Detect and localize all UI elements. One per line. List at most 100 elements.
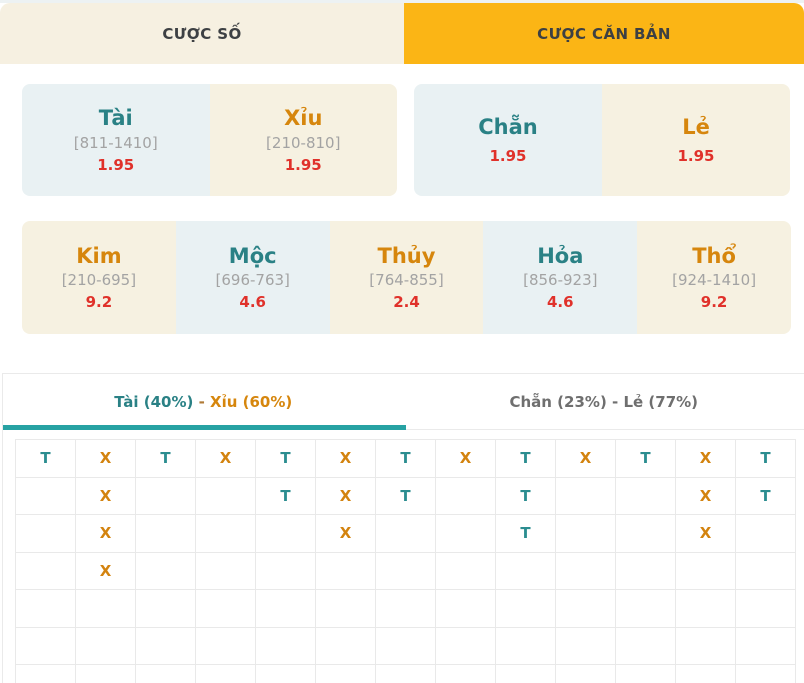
roadmap-cell <box>556 627 616 665</box>
bet-title: Kim <box>76 243 122 268</box>
roadmap-cell <box>616 552 676 590</box>
bet-odds: 4.6 <box>547 293 574 312</box>
bet-range: [696-763] <box>215 271 290 290</box>
tab-separator: - <box>193 392 211 411</box>
roadmap-cell <box>376 515 436 553</box>
roadmap-cell <box>496 627 556 665</box>
bet-range: [924-1410] <box>672 271 757 290</box>
roadmap-cell: T <box>16 440 76 478</box>
bet-card-kim[interactable]: Kim [210-695] 9.2 <box>22 221 176 334</box>
bet-odds: 1.95 <box>489 146 527 165</box>
xiu-percentage: Xỉu (60%) <box>210 392 293 411</box>
roadmap-cell <box>136 590 196 628</box>
roadmap-cell <box>256 552 316 590</box>
tai-percentage: Tài (40%) <box>114 392 194 411</box>
roadmap-cell <box>256 515 316 553</box>
roadmap-cell: X <box>316 515 376 553</box>
roadmap-cell <box>136 627 196 665</box>
roadmap-cell <box>556 515 616 553</box>
bet-card-chan[interactable]: Chẵn 1.95 <box>414 84 602 196</box>
bet-card-xiu[interactable]: Xỉu [210-810] 1.95 <box>209 84 397 196</box>
roadmap-cell <box>256 665 316 683</box>
roadmap-cell: T <box>496 477 556 515</box>
roadmap-cell <box>556 552 616 590</box>
roadmap-cell <box>196 627 256 665</box>
roadmap-cell <box>16 665 76 683</box>
tab-cuoc-so[interactable]: CƯỢC SỐ <box>0 3 404 64</box>
five-elements-group: Kim [210-695] 9.2 Mộc [696-763] 4.6 Thủy… <box>22 221 791 334</box>
roadmap-cell <box>16 515 76 553</box>
roadmap-cell <box>136 515 196 553</box>
roadmap-cell: T <box>616 440 676 478</box>
bet-card-hoa[interactable]: Hỏa [856-923] 4.6 <box>483 221 638 334</box>
roadmap-cell <box>676 590 736 628</box>
bet-card-tai[interactable]: Tài [811-1410] 1.95 <box>22 84 210 196</box>
roadmap-cell: X <box>676 440 736 478</box>
bet-odds: 9.2 <box>85 293 113 312</box>
tai-xiu-group: Tài [811-1410] 1.95 Xỉu [210-810] 1.95 <box>22 84 397 196</box>
roadmap-cell <box>736 665 796 683</box>
roadmap-cell <box>376 627 436 665</box>
roadmap-cell <box>196 590 256 628</box>
bet-title: Lẻ <box>682 115 710 140</box>
roadmap-cell <box>496 665 556 683</box>
roadmap-cell: T <box>136 440 196 478</box>
bet-range: [856-923] <box>523 271 598 290</box>
roadmap-cell <box>136 552 196 590</box>
roadmap-cell: X <box>76 440 136 478</box>
bet-range: [210-810] <box>266 133 341 152</box>
roadmap-cell <box>136 665 196 683</box>
roadmap-cell <box>256 590 316 628</box>
roadmap-cell <box>256 627 316 665</box>
history-tab-tai-xiu[interactable]: Tài (40%) - Xỉu (60%) <box>3 374 404 429</box>
roadmap-cell: T <box>496 515 556 553</box>
roadmap-cell: T <box>376 477 436 515</box>
roadmap-cell <box>616 477 676 515</box>
roadmap-cell: T <box>376 440 436 478</box>
roadmap-cell <box>16 590 76 628</box>
bet-card-moc[interactable]: Mộc [696-763] 4.6 <box>175 221 330 334</box>
roadmap-cell: X <box>676 477 736 515</box>
roadmap-cell <box>736 552 796 590</box>
roadmap-cell: T <box>256 477 316 515</box>
roadmap-cell <box>436 515 496 553</box>
bet-title: Tài <box>98 106 133 131</box>
roadmap-cell <box>196 665 256 683</box>
chan-le-group: Chẵn 1.95 Lẻ 1.95 <box>414 84 790 196</box>
bet-title: Thổ <box>692 243 736 268</box>
roadmap-cell <box>316 552 376 590</box>
roadmap-cell: X <box>316 440 376 478</box>
bet-range: [210-695] <box>61 271 137 290</box>
tab-cuoc-can-ban[interactable]: CƯỢC CĂN BẢN <box>404 3 804 64</box>
bet-title: Thủy <box>377 243 436 268</box>
roadmap-cell <box>136 477 196 515</box>
roadmap-cell <box>556 665 616 683</box>
bet-odds: 1.95 <box>284 155 322 174</box>
roadmap-cell <box>616 590 676 628</box>
bet-range: [764-855] <box>369 271 444 290</box>
bet-title: Mộc <box>228 243 277 268</box>
active-tab-underline <box>3 425 406 430</box>
roadmap-cell <box>556 590 616 628</box>
bet-range: [811-1410] <box>73 133 158 152</box>
roadmap-cell <box>676 665 736 683</box>
roadmap-cell <box>496 552 556 590</box>
roadmap-cell <box>436 627 496 665</box>
roadmap-cell <box>616 515 676 553</box>
page-top-strip <box>0 0 804 3</box>
bet-card-thuy[interactable]: Thủy [764-855] 2.4 <box>329 221 484 334</box>
roadmap-cell: X <box>76 515 136 553</box>
bet-card-tho[interactable]: Thổ [924-1410] 9.2 <box>637 221 791 334</box>
roadmap-cell <box>316 627 376 665</box>
bet-odds: 2.4 <box>393 293 420 312</box>
bet-mode-tabbar: CƯỢC SỐ CƯỢC CĂN BẢN <box>0 3 804 64</box>
history-tab-chan-le[interactable]: Chẵn (23%) - Lẻ (77%) <box>509 392 699 411</box>
roadmap-cell: T <box>256 440 316 478</box>
roadmap-cell <box>76 590 136 628</box>
roadmap-cell: T <box>496 440 556 478</box>
bet-odds: 9.2 <box>700 293 728 312</box>
bet-card-le[interactable]: Lẻ 1.95 <box>602 84 790 196</box>
roadmap-cell <box>616 665 676 683</box>
roadmap-cell <box>436 665 496 683</box>
